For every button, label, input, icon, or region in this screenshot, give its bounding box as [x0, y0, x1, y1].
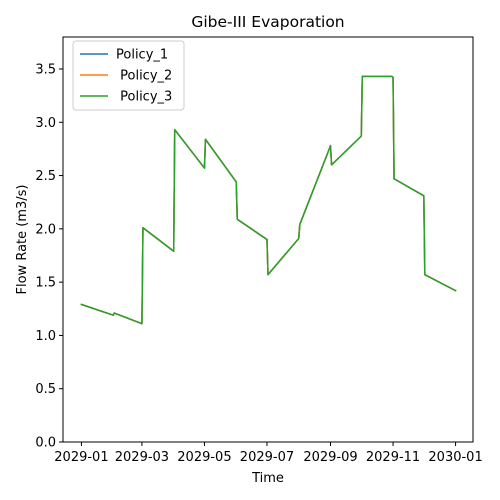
legend-frame: [72, 40, 185, 111]
y-tick-label: 0.0: [35, 436, 56, 451]
y-tick-label: 2.5: [35, 169, 56, 184]
x-axis: 2029-01 2029-03 2029-05 2029-07 2029-09 2029-…: [54, 442, 483, 465]
plot-frame: [62, 36, 474, 443]
y-tick-label: 1.0: [35, 329, 56, 344]
y-tick-label: 0.5: [35, 382, 56, 397]
plot-marks: [80, 75, 457, 325]
chart-title: Gibe-III Evaporation: [191, 13, 344, 31]
x-axis-label: Time: [251, 471, 284, 486]
y-axis: 0.0 0.5 1.0 1.5 2.0 2.5 3.0 3.5: [35, 62, 63, 451]
x-tick-label: 2029-09: [303, 450, 357, 465]
legend-label: Policy_3: [116, 90, 172, 105]
y-tick-label: 1.5: [35, 276, 56, 291]
y-tick-label: 2.0: [35, 222, 56, 237]
x-tick-label: 2029-05: [177, 450, 231, 465]
series-line-3: [80, 75, 457, 325]
y-tick-label: 3.0: [35, 116, 56, 131]
x-tick-label: 2029-07: [240, 450, 294, 465]
x-tick-label: 2029-01: [54, 450, 108, 465]
x-tick-label: 2030-01: [428, 450, 482, 465]
legend: Policy_1 Policy_2 Policy_3: [72, 40, 185, 111]
y-tick-label: 3.5: [35, 62, 56, 77]
legend-label: Policy_2: [116, 69, 172, 84]
legend-label: Policy_1: [116, 48, 168, 63]
x-tick-label: 2029-03: [115, 450, 169, 465]
y-axis-label: Flow Rate (m3/s): [15, 185, 30, 295]
x-tick-label: 2029-11: [366, 450, 420, 465]
